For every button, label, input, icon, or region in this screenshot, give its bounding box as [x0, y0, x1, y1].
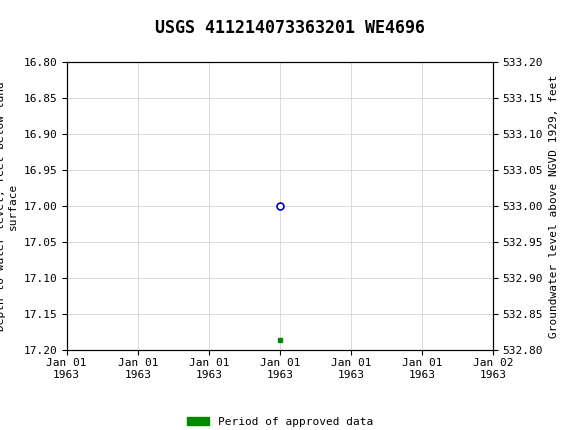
Text: ≡USGS: ≡USGS — [7, 10, 53, 25]
Text: USGS 411214073363201 WE4696: USGS 411214073363201 WE4696 — [155, 18, 425, 37]
Legend: Period of approved data: Period of approved data — [182, 412, 378, 430]
Y-axis label: Groundwater level above NGVD 1929, feet: Groundwater level above NGVD 1929, feet — [549, 75, 559, 338]
Y-axis label: Depth to water level, feet below land
surface: Depth to water level, feet below land su… — [0, 82, 17, 331]
